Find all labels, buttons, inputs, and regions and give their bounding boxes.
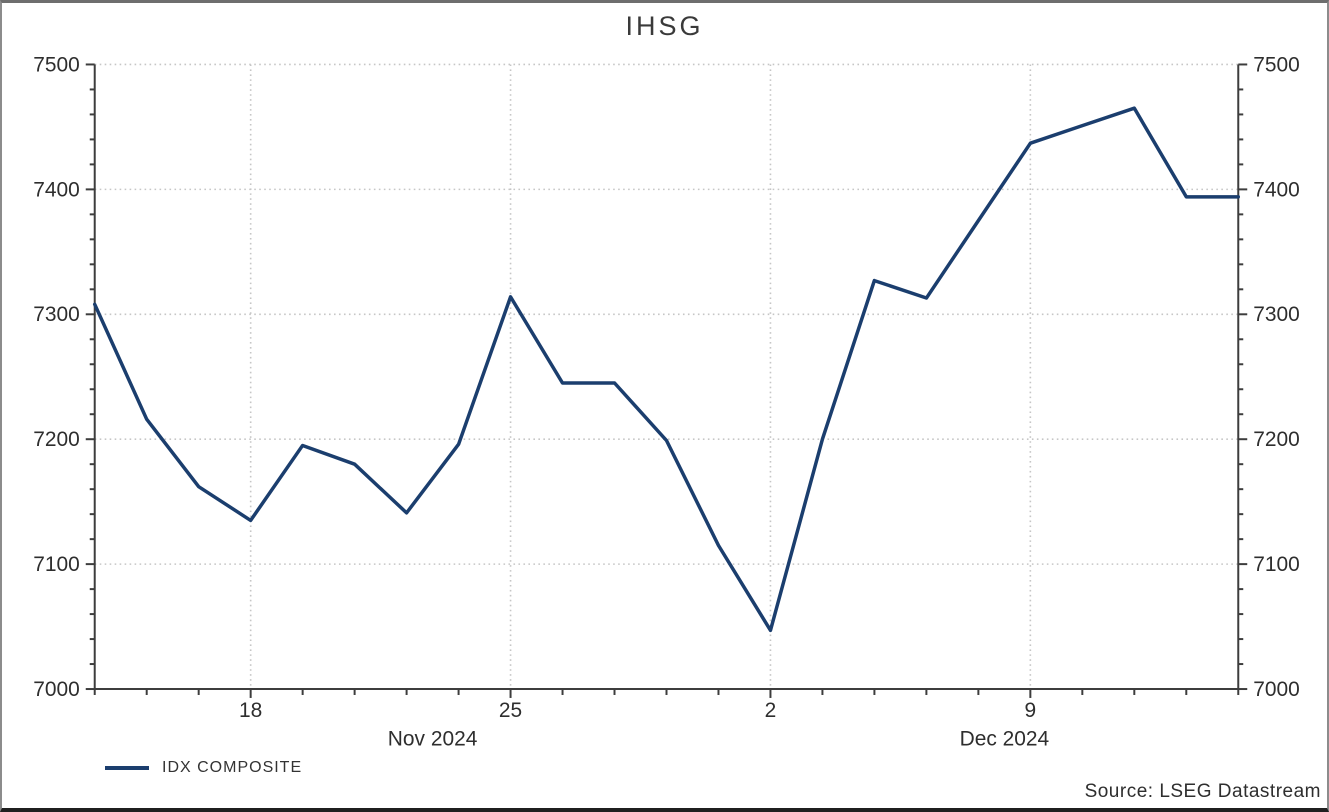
x-axis-month-label: Nov 2024: [388, 728, 478, 751]
x-axis-label: 25: [499, 699, 522, 722]
y-axis-label-left: 7000: [33, 678, 80, 701]
y-axis-label-right: 7200: [1253, 428, 1300, 451]
idx-composite-line: [92, 106, 1241, 633]
line-chart: 7000 7000 7100 7100 7200 7200 7300 7300 7400 7400…: [33, 53, 1300, 751]
x-axis-month-label: Dec 2024: [960, 728, 1050, 751]
y-axis-label-left: 7500: [33, 53, 80, 76]
legend-label: IDX COMPOSITE: [162, 759, 303, 776]
y-axis-label-left: 7200: [33, 428, 80, 451]
y-axis-label-right: 7300: [1253, 303, 1300, 326]
y-axis-label-left: 7300: [33, 303, 80, 326]
x-axis-label: 9: [1025, 699, 1037, 722]
x-axis-label: 18: [239, 699, 262, 722]
y-axis-label-left: 7100: [33, 553, 80, 576]
legend-line-swatch: [105, 766, 149, 770]
x-axis-label: 2: [765, 699, 777, 722]
source-credit: Source: LSEG Datastream: [1084, 781, 1321, 802]
y-axis-label-left: 7400: [33, 178, 80, 201]
y-axis-label-right: 7500: [1253, 53, 1300, 76]
chart-title: IHSG: [625, 11, 704, 41]
y-axis-label-right: 7100: [1253, 553, 1300, 576]
y-axis-label-right: 7000: [1253, 678, 1300, 701]
legend: IDX COMPOSITE: [105, 759, 302, 777]
y-axis-label-right: 7400: [1253, 178, 1300, 201]
